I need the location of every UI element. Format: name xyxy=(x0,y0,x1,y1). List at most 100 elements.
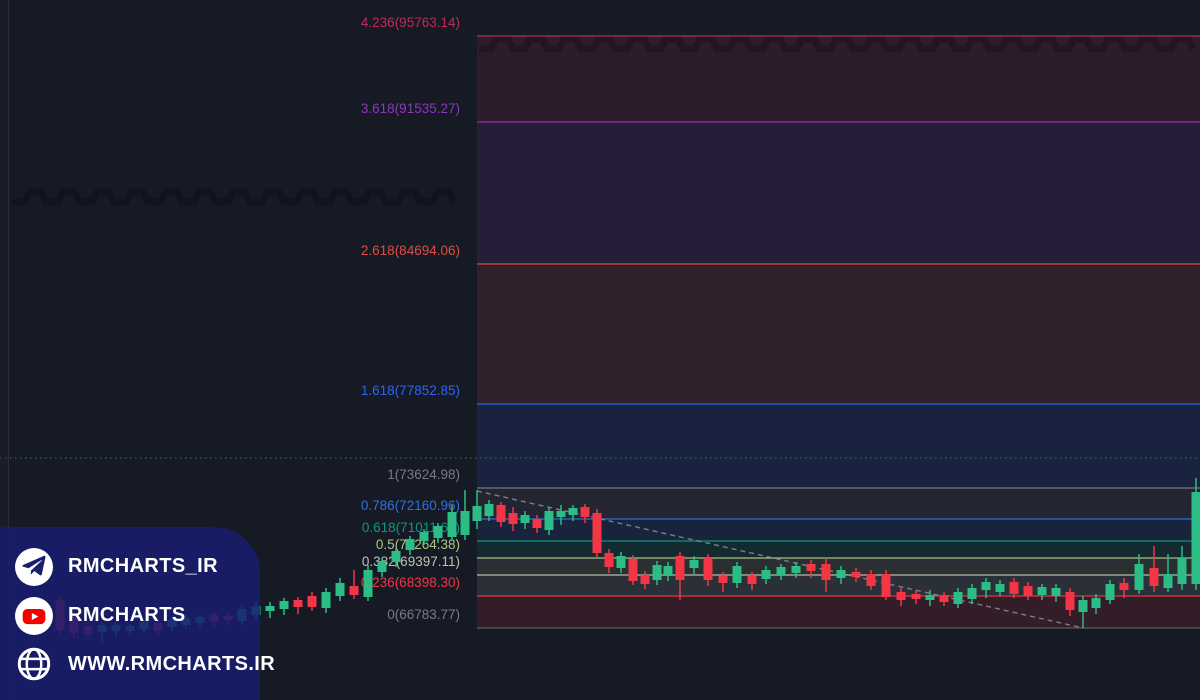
candle-body xyxy=(747,576,757,584)
fib-trend-line[interactable] xyxy=(476,490,1084,629)
candle-body xyxy=(1051,588,1061,596)
candle-body xyxy=(484,504,494,516)
candle-body xyxy=(1091,598,1101,608)
candle-body xyxy=(881,574,891,597)
candle-body xyxy=(532,519,542,528)
branding-panel: RMCHARTS_IR RMCHARTS WWW.RMCHARTS.IR xyxy=(0,527,275,700)
candle-body xyxy=(663,566,673,576)
candle-body xyxy=(981,582,991,590)
candle-body xyxy=(265,606,275,611)
fib-band xyxy=(477,36,1200,122)
candle-body xyxy=(806,564,816,571)
candle-body xyxy=(1134,564,1144,590)
candle-body xyxy=(718,576,728,583)
candle-body xyxy=(866,574,876,586)
candle-body xyxy=(761,570,771,579)
candle-body xyxy=(321,592,331,608)
watermark-zigzag xyxy=(12,188,458,206)
fib-level-label: 3.618(91535.27) xyxy=(361,101,460,116)
candle-body xyxy=(293,600,303,607)
candle-body xyxy=(911,594,921,599)
candle-body xyxy=(1163,574,1173,588)
fib-level-label: 0(66783.77) xyxy=(387,607,460,622)
fib-level-label: 0.618(71011.64) xyxy=(362,520,460,535)
candle-body xyxy=(689,560,699,568)
candle-body xyxy=(1078,600,1088,612)
candle-body xyxy=(1191,492,1200,584)
candle-body xyxy=(496,505,506,522)
candle-body xyxy=(703,558,713,580)
candle-body xyxy=(939,595,949,602)
website-url-label: WWW.RMCHARTS.IR xyxy=(68,652,276,675)
candle-body xyxy=(776,567,786,575)
candle-body xyxy=(433,526,443,538)
candle-body xyxy=(995,584,1005,592)
candle-body xyxy=(335,583,345,596)
candle-body xyxy=(821,564,831,580)
branding-youtube-row: RMCHARTS xyxy=(15,596,260,635)
candle-body xyxy=(391,551,401,562)
left-rail-divider xyxy=(0,0,9,700)
fib-band xyxy=(477,575,1200,596)
fib-level-label: 0.236(68398.30) xyxy=(361,575,460,590)
fib-level-label: 1.618(77852.85) xyxy=(361,383,460,398)
candle-body xyxy=(967,588,977,599)
candle-body xyxy=(925,595,935,600)
candle-body xyxy=(419,532,429,541)
candle-body xyxy=(363,570,373,597)
candle-body xyxy=(472,506,482,521)
candle-body xyxy=(508,513,518,524)
candle-body xyxy=(377,561,387,572)
candle-body xyxy=(592,513,602,553)
candle-body xyxy=(279,601,289,609)
youtube-handle-label: RMCHARTS xyxy=(68,604,186,626)
candle-body xyxy=(604,553,614,567)
fib-band xyxy=(477,264,1200,404)
fib-band xyxy=(477,122,1200,264)
globe-icon xyxy=(15,645,53,683)
candle-body xyxy=(791,566,801,573)
candle-body xyxy=(1037,587,1047,595)
watermark-zigzag xyxy=(479,35,1197,53)
candle-body xyxy=(447,512,457,537)
candle-body xyxy=(1105,584,1115,600)
candle-body xyxy=(556,511,566,517)
candle-body xyxy=(616,556,626,568)
candle-body xyxy=(640,575,650,584)
candle-body xyxy=(307,596,317,607)
candle-body xyxy=(628,559,638,581)
fib-level-label: 0.786(72160.96) xyxy=(361,498,460,513)
telegram-handle-label: RMCHARTS_IR xyxy=(68,555,218,578)
candle-body xyxy=(349,586,359,595)
fib-band xyxy=(477,404,1200,488)
candle-body xyxy=(1009,582,1019,594)
candle-body xyxy=(544,511,554,530)
fib-level-label: 0.382(69397.11) xyxy=(362,554,460,569)
fib-level-label: 4.236(95763.14) xyxy=(361,15,460,30)
candle-body xyxy=(1065,592,1075,610)
candle-body xyxy=(460,511,470,535)
candle-body xyxy=(953,592,963,604)
candle-body xyxy=(1177,558,1187,584)
telegram-icon xyxy=(15,547,53,586)
candle-body xyxy=(1023,586,1033,596)
candle-body xyxy=(732,566,742,583)
branding-website-row: WWW.RMCHARTS.IR xyxy=(15,645,275,683)
candle-body xyxy=(1149,568,1159,586)
fib-level-label: 2.618(84694.06) xyxy=(361,243,460,258)
fib-band xyxy=(477,519,1200,541)
fib-level-label: 1(73624.98) xyxy=(387,467,460,482)
branding-telegram-row: RMCHARTS_IR xyxy=(15,547,260,586)
candle-body xyxy=(675,556,685,580)
youtube-icon xyxy=(15,596,53,635)
fib-band xyxy=(477,541,1200,558)
candle-body xyxy=(836,570,846,578)
candle-body xyxy=(1119,583,1129,590)
candle-body xyxy=(580,507,590,517)
candle-body xyxy=(520,515,530,523)
candle-body xyxy=(568,508,578,515)
candle-body xyxy=(851,572,861,577)
candle-body xyxy=(652,565,662,580)
